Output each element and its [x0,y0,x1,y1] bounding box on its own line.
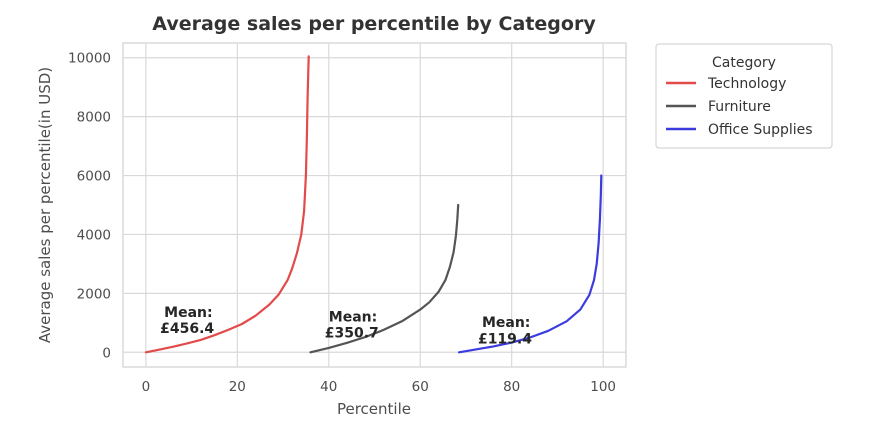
series-line-technology [144,55,310,354]
legend-item-technology: Technology [666,76,786,92]
legend-label: Furniture [708,99,771,115]
mean-annotation-label: Mean: [164,305,212,321]
x-tick-label: 20 [229,379,246,395]
mean-annotation-value: £119.4 [478,331,532,347]
legend: Category Technology Furniture Office Suppl… [655,43,833,149]
mean-annotation-value: £350.7 [325,326,379,342]
y-axis-label: Average sales per percentile(in USD) [36,67,54,343]
mean-annotation: Mean:£456.4 [160,305,214,337]
x-tick-label: 100 [590,379,616,395]
x-tick-label: 40 [320,379,337,395]
legend-label: Technology [707,76,786,92]
mean-annotation-value: £456.4 [160,321,214,337]
legend-item-furniture: Furniture [666,99,771,115]
series-line-furniture [309,203,460,354]
legend-item-office-supplies: Office Supplies [666,122,813,138]
x-axis-label: Percentile [337,400,411,418]
legend-title: Category [712,55,776,71]
plot-area [122,42,627,368]
chart-title: Average sales per percentile by Category [152,13,596,35]
x-tick-labels: 0 20 40 60 80 100 [142,379,616,395]
series-line-office-supplies [458,174,603,354]
x-tick-label: 80 [503,379,520,395]
y-tick-label: 4000 [77,227,111,243]
mean-annotation-label: Mean: [329,309,377,325]
mean-annotation-label: Mean: [482,315,530,331]
legend-box [655,43,833,149]
grid-lines [123,43,626,367]
x-tick-label: 0 [142,379,151,395]
y-tick-label: 8000 [77,110,111,126]
y-tick-label: 2000 [77,286,111,302]
y-tick-label: 0 [102,345,111,361]
mean-annotation: Mean:£350.7 [325,309,379,341]
series-lines [144,55,603,354]
x-tick-label: 60 [412,379,429,395]
mean-annotation: Mean:£119.4 [478,315,532,347]
y-tick-label: 6000 [77,169,111,185]
y-tick-label: 10000 [68,51,111,67]
y-tick-labels: 0 2000 4000 6000 8000 10000 [68,51,111,362]
legend-label: Office Supplies [708,122,813,138]
